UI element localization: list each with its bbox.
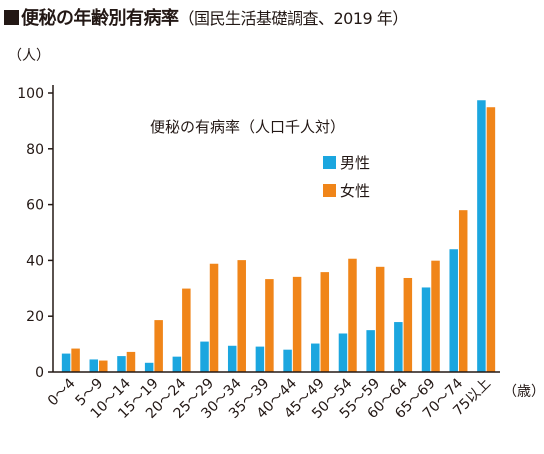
bar-female	[182, 288, 191, 372]
bar-female	[237, 260, 246, 372]
y-tick-label: 20	[26, 309, 44, 325]
y-axis-label: （人）	[8, 48, 50, 64]
x-axis-label: （歳）	[503, 384, 544, 400]
bar-male	[227, 345, 237, 372]
bar-male	[311, 343, 320, 372]
y-tick-label: 0	[35, 365, 44, 381]
bar-female	[99, 360, 108, 372]
square-bullet-icon	[4, 10, 19, 25]
bar-female	[348, 258, 357, 372]
bar-female	[458, 210, 468, 372]
bar-male	[200, 341, 209, 372]
bar-male	[394, 322, 403, 372]
y-tick-label: 60	[26, 198, 44, 214]
bar-male	[61, 353, 71, 372]
chart-title: 便秘の年齢別有病率（国民生活基礎調査、2019 年）	[4, 4, 408, 30]
bar-female	[292, 276, 302, 372]
bar-female	[265, 279, 274, 372]
bar-male	[172, 356, 182, 372]
bar-male	[117, 356, 126, 372]
y-tick-label: 100	[17, 86, 44, 102]
bar-female	[486, 107, 496, 372]
bar-female	[403, 277, 413, 372]
bar-female	[320, 272, 330, 372]
bar-male	[144, 362, 154, 372]
legend-swatch	[323, 156, 336, 169]
y-tick-label: 80	[26, 142, 44, 158]
legend-label: 男性	[340, 154, 370, 172]
bar-male	[366, 330, 375, 372]
y-tick-label: 40	[26, 253, 44, 269]
bar-female	[209, 263, 219, 372]
bar-female	[71, 348, 80, 372]
bar-male	[421, 287, 431, 372]
bar-male	[255, 346, 265, 372]
bar-male	[89, 359, 99, 372]
chart-subtitle: 便秘の有病率（人口千人対）	[150, 118, 345, 136]
x-tick-label: 0〜4	[45, 375, 79, 409]
legend-swatch	[323, 184, 336, 197]
bar-female	[154, 320, 163, 372]
bar-male	[449, 249, 458, 372]
bar-male	[283, 349, 292, 372]
title-sub: （国民生活基礎調査、2019 年）	[178, 9, 409, 28]
bar-female	[431, 260, 440, 372]
bar-male	[338, 333, 348, 372]
title-main: 便秘の年齢別有病率	[21, 8, 179, 29]
bar-female	[375, 266, 385, 372]
legend-label: 女性	[340, 182, 370, 200]
bar-female	[126, 351, 136, 372]
bar-male	[477, 100, 486, 372]
